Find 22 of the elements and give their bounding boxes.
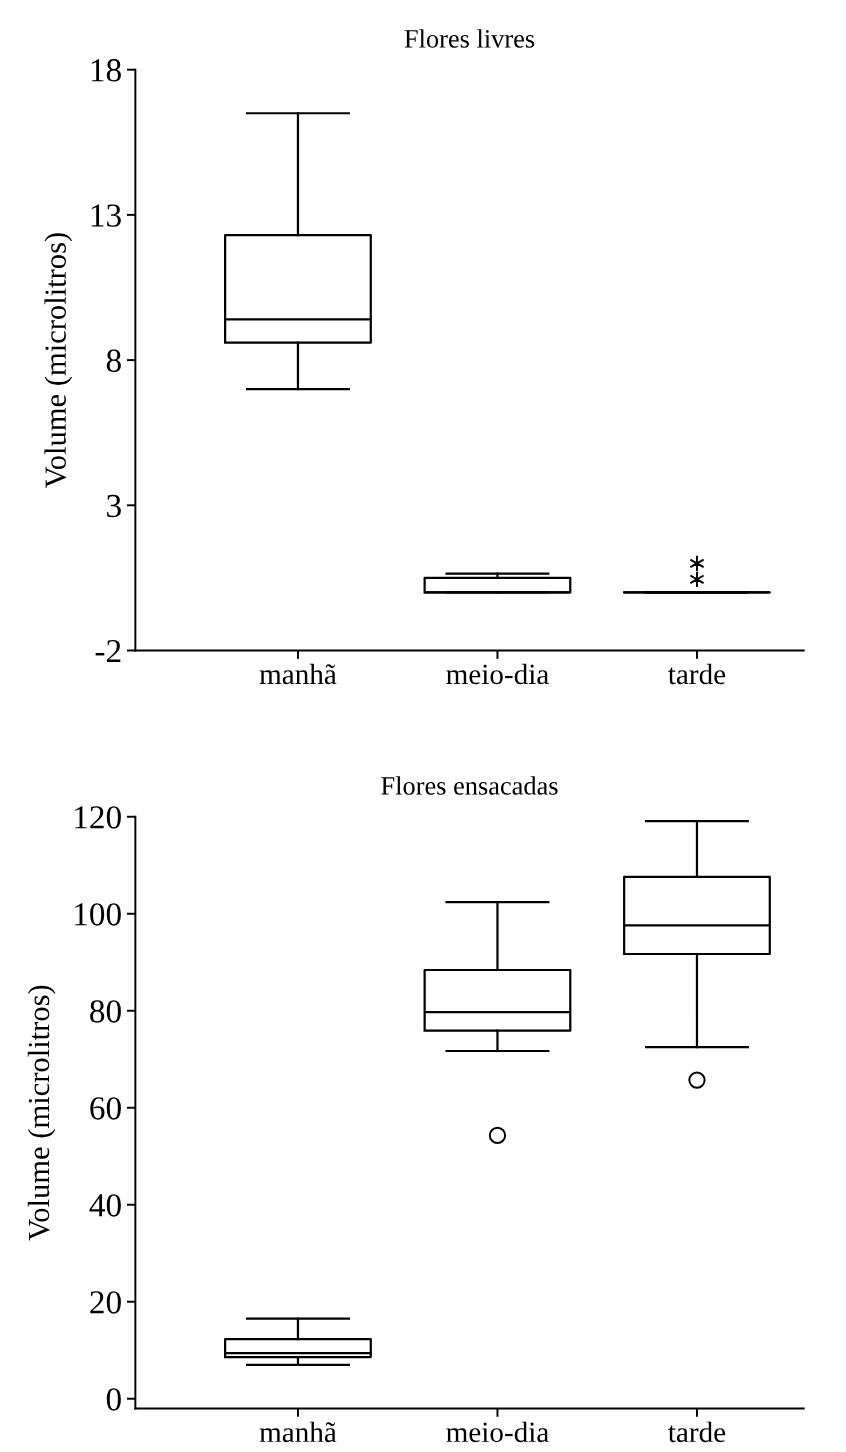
y-tick-label: 40 [89,1194,121,1217]
y-tick-label: 8 [106,349,121,372]
y-tick-label: 20 [90,1291,121,1314]
x-tick-label: tarde [668,1421,726,1443]
y-tick-label: 0 [106,1388,121,1411]
y-tick-label: 13 [91,204,121,227]
chart-title: Flores livres [404,29,535,48]
y-tick-label: 80 [90,1000,121,1023]
y-axis-title: Volume (microlitros) [44,233,73,489]
y-tick-label: 18 [91,59,121,82]
x-tick-label: meio-dia [446,663,549,685]
y-axis-title: Volume (microlitros) [27,985,56,1241]
x-tick-label: tarde [668,663,726,685]
x-tick-label: meio-dia [446,1421,549,1443]
chart-title: Flores ensacadas [381,776,558,795]
y-tick-label: 3 [107,494,121,518]
y-tick-label: 60 [90,1097,121,1120]
y-tick-label: 120 [75,806,121,829]
x-tick-label: manhã [259,663,337,685]
y-tick-label: 100 [75,903,121,926]
x-tick-label: manhã [259,1421,337,1443]
y-tick-label: -2 [95,639,121,663]
